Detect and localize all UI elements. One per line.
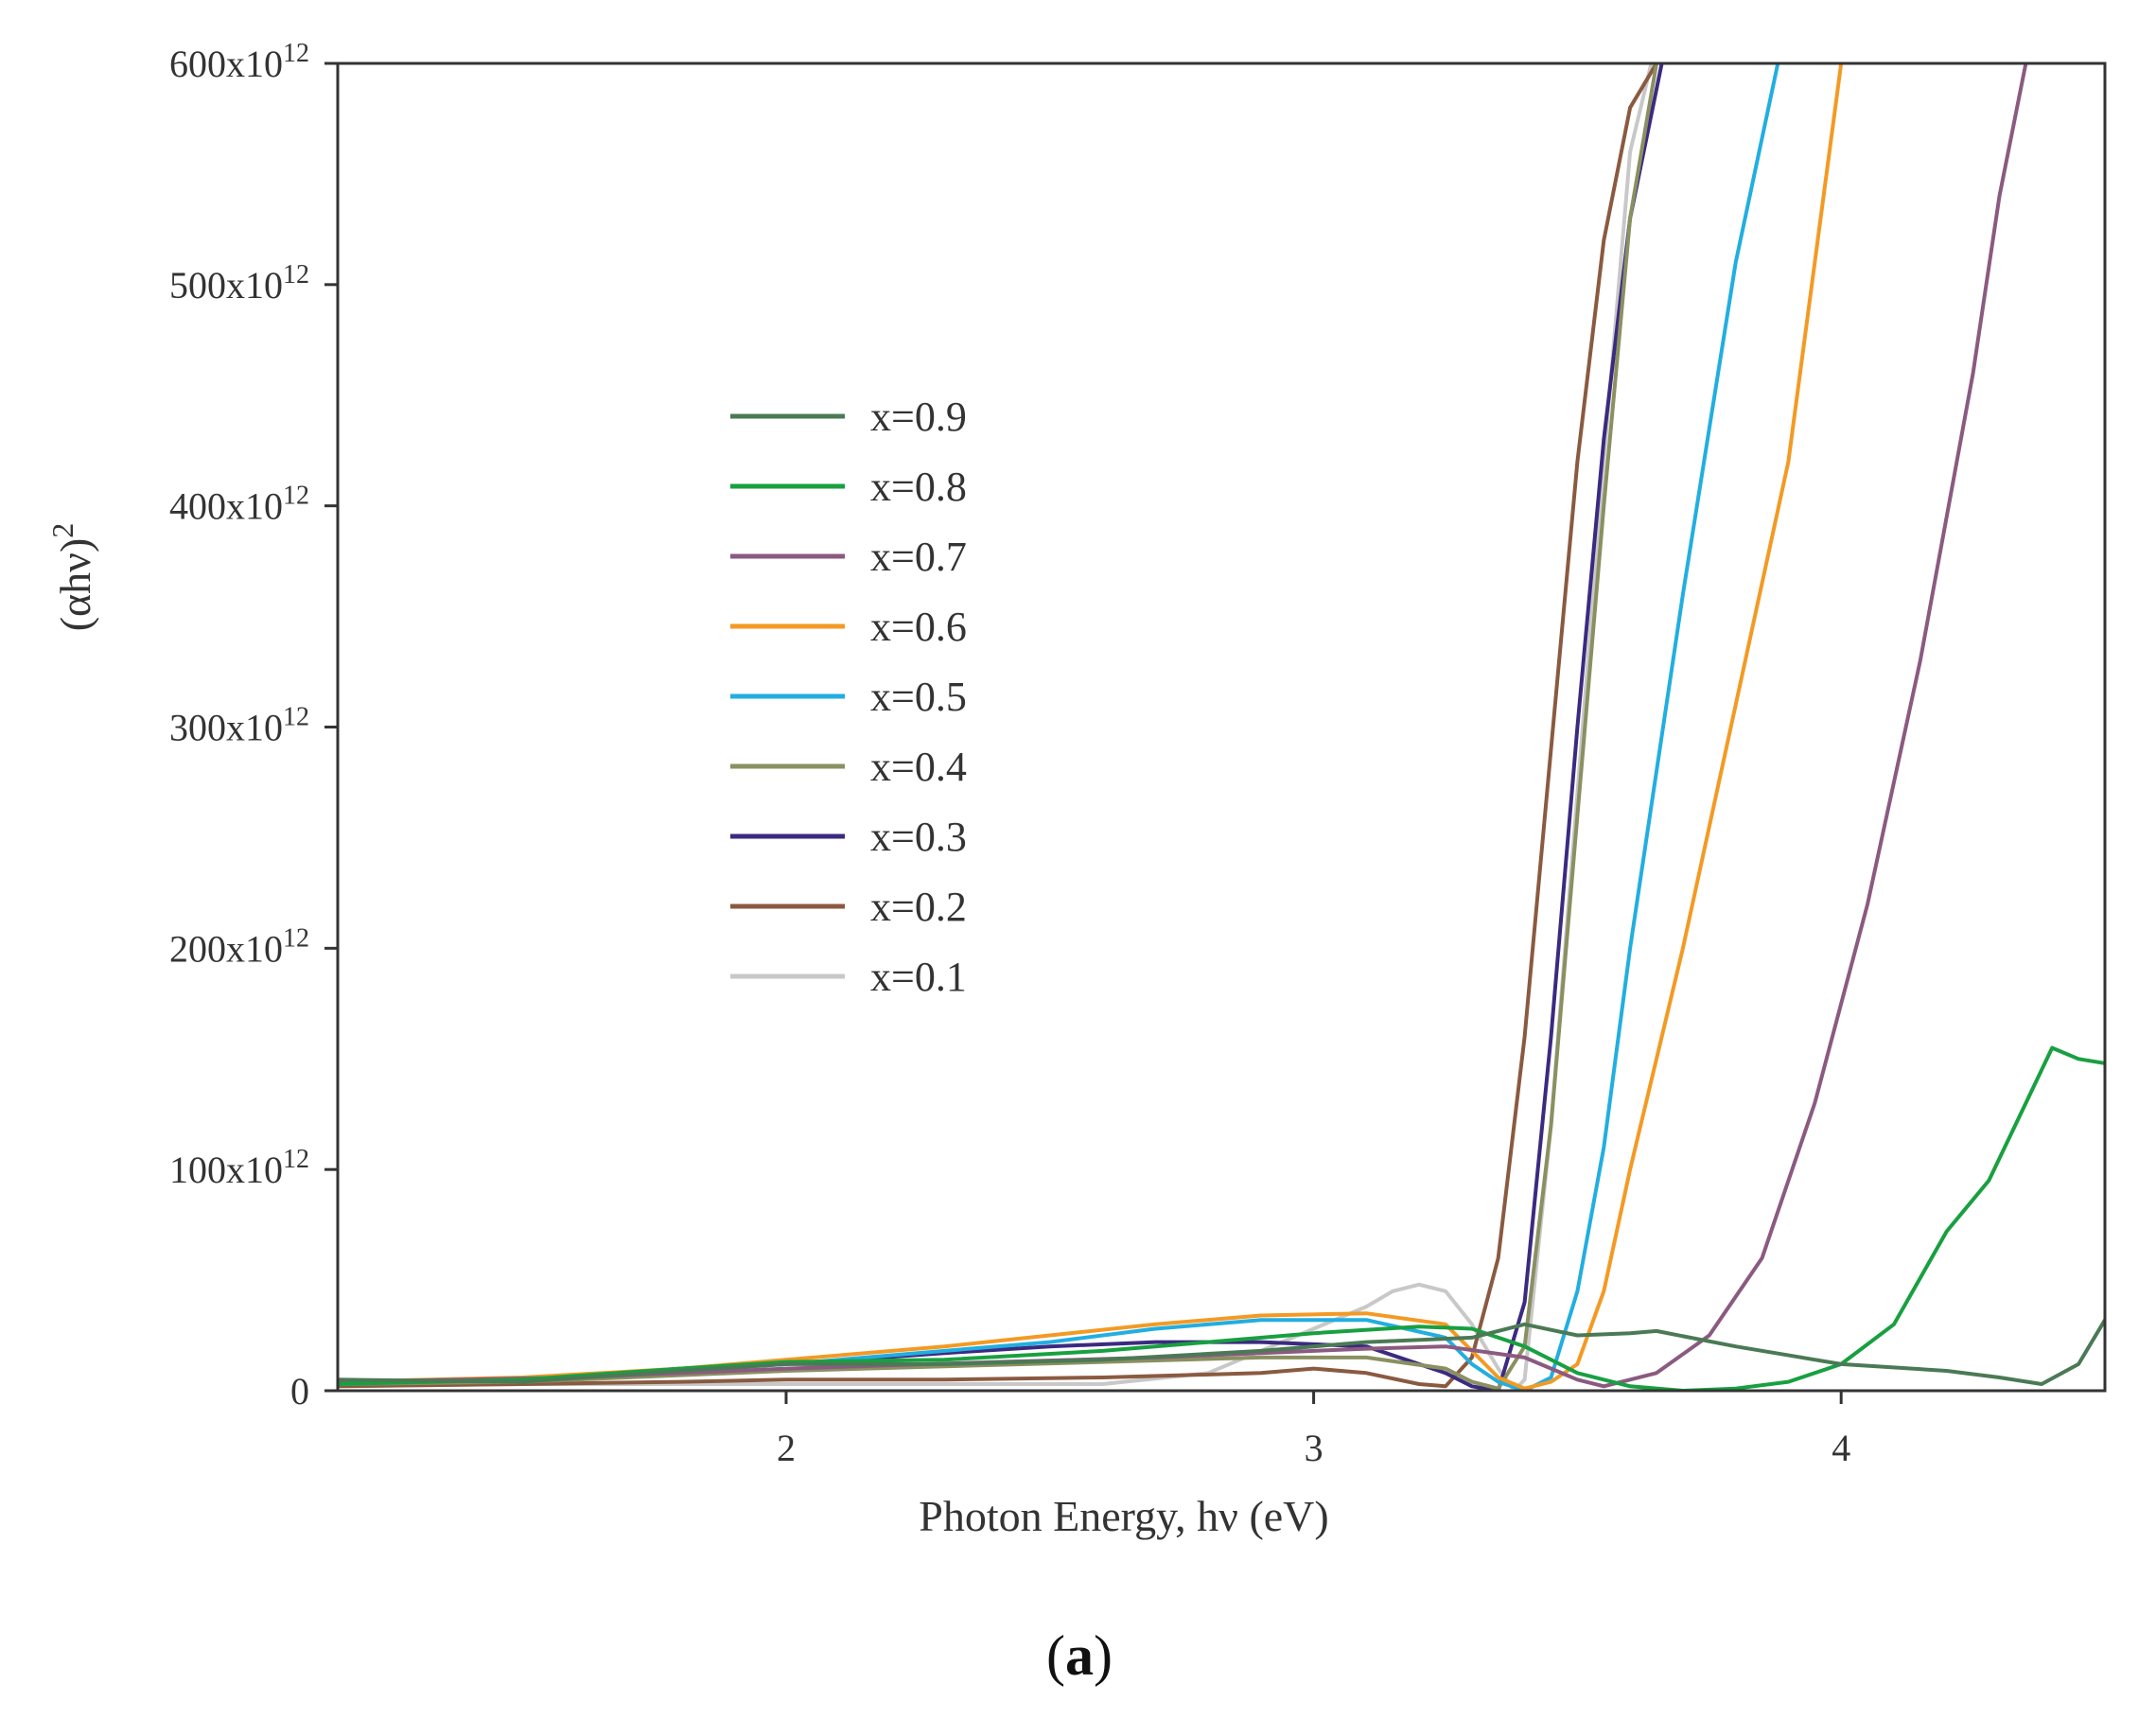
x-tick-label: 3 bbox=[1305, 1427, 1323, 1469]
y-tick-base: 200x10 bbox=[169, 927, 283, 970]
series-line-3 bbox=[338, 63, 1844, 1391]
y-tick-base: 400x10 bbox=[169, 485, 283, 528]
y-axis-title-exp: 2 bbox=[45, 523, 79, 538]
y-tick-label: 100x1012 bbox=[169, 1145, 309, 1191]
plot-frame bbox=[336, 61, 2107, 1393]
panel-label: (a) bbox=[1046, 1624, 1113, 1687]
legend: x=0.9 x=0.8 x=0.7 x=0.6 x=0.5 x=0.4 x=0.3 x=0.2… bbox=[730, 394, 967, 1000]
legend-label: x=0.9 bbox=[870, 394, 967, 440]
series-layer bbox=[338, 63, 2105, 1391]
y-tick-label: 500x1012 bbox=[169, 260, 309, 307]
y-tick-label: 300x1012 bbox=[169, 703, 309, 749]
x-axis-title: Photon Energy, hν (eV) bbox=[919, 1492, 1328, 1540]
tick-layer: 2 3 40100x1012200x1012300x1012400x1012500x… bbox=[169, 39, 1850, 1469]
y-tick-label: 200x1012 bbox=[169, 923, 309, 970]
panel-label-letter: a bbox=[1065, 1624, 1094, 1687]
x-tick-label: 2 bbox=[777, 1427, 796, 1469]
series-line-1 bbox=[338, 1045, 2105, 1391]
y-tick-label: 0 bbox=[290, 1370, 309, 1412]
series-line-6 bbox=[338, 63, 1664, 1391]
y-tick-exp: 12 bbox=[283, 39, 309, 68]
panel-label-close: ) bbox=[1094, 1624, 1113, 1687]
y-tick-base: 300x10 bbox=[169, 707, 283, 749]
y-tick-exp: 12 bbox=[283, 923, 309, 953]
series-line-2 bbox=[338, 63, 2028, 1389]
legend-label: x=0.2 bbox=[870, 884, 967, 930]
legend-label: x=0.4 bbox=[870, 744, 967, 790]
legend-label: x=0.8 bbox=[870, 464, 967, 510]
panel-label-open: ( bbox=[1046, 1624, 1065, 1687]
series-line-0 bbox=[338, 1319, 2105, 1386]
y-tick-exp: 12 bbox=[283, 703, 309, 732]
y-tick-base: 600x10 bbox=[169, 43, 283, 85]
y-tick-exp: 12 bbox=[283, 482, 309, 511]
legend-label: x=0.6 bbox=[870, 604, 967, 650]
legend-label: x=0.5 bbox=[870, 674, 967, 720]
x-tick-label: 4 bbox=[1832, 1427, 1850, 1469]
y-axis-title-base: (αhν) bbox=[51, 538, 99, 632]
y-axis-title: (αhν)2 bbox=[45, 523, 99, 632]
y-tick-label: 400x1012 bbox=[169, 482, 309, 528]
y-tick-exp: 12 bbox=[283, 260, 309, 289]
y-tick-exp: 12 bbox=[283, 1145, 309, 1174]
series-line-4 bbox=[338, 63, 1780, 1391]
y-tick-base: 500x10 bbox=[169, 264, 283, 307]
legend-label: x=0.7 bbox=[870, 534, 967, 580]
series-line-5 bbox=[338, 63, 1658, 1391]
series-line-8 bbox=[338, 63, 1654, 1391]
legend-label: x=0.1 bbox=[870, 954, 967, 1000]
y-tick-base: 100x10 bbox=[169, 1149, 283, 1191]
legend-label: x=0.3 bbox=[870, 814, 967, 860]
y-tick-label: 600x1012 bbox=[169, 39, 309, 85]
series-line-7 bbox=[338, 63, 1658, 1389]
